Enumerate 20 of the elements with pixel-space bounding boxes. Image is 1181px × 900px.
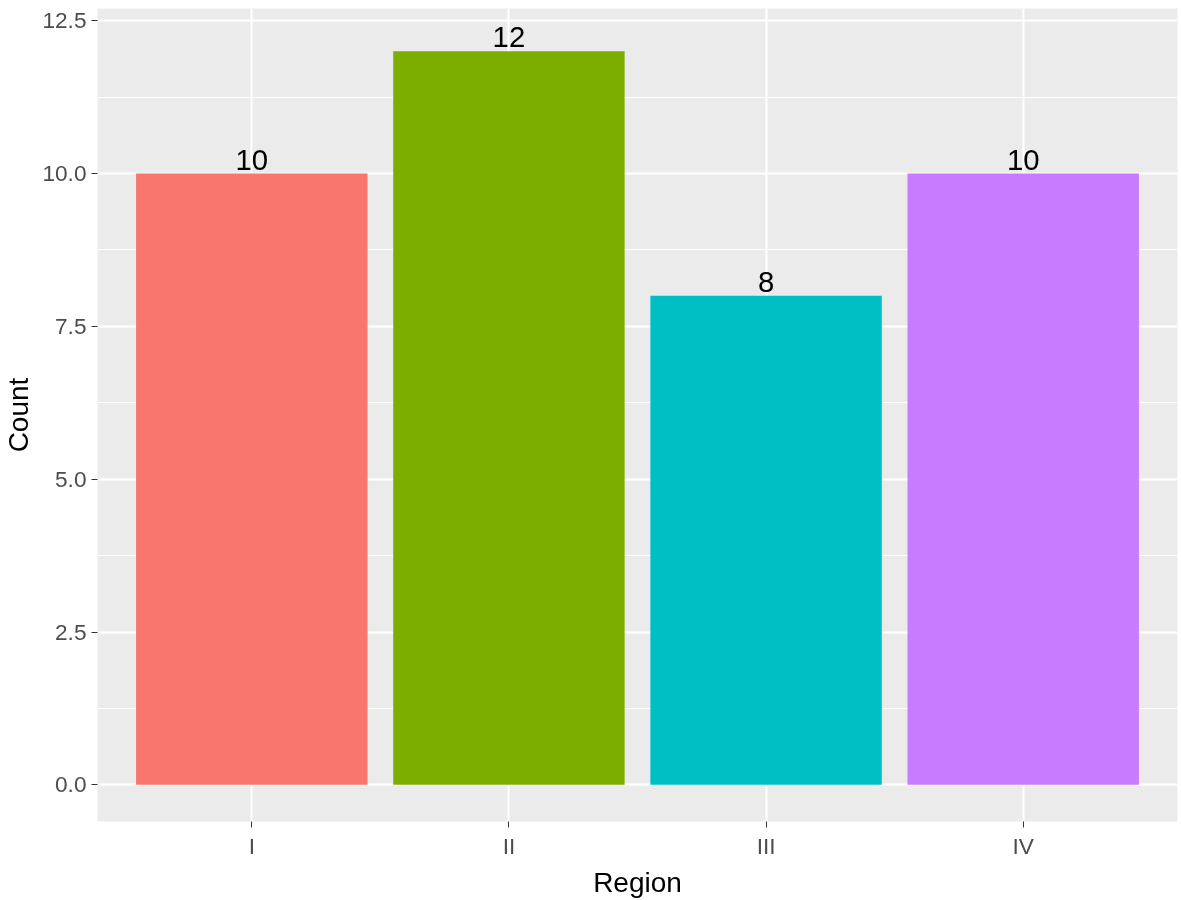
data-label: 10 bbox=[235, 142, 269, 176]
bar bbox=[650, 295, 882, 785]
y-tick-label: 10.0 bbox=[42, 160, 87, 187]
x-tick-label: IV bbox=[1012, 832, 1035, 859]
data-label: 12 bbox=[492, 20, 526, 54]
bar bbox=[136, 173, 368, 785]
data-label: 8 bbox=[757, 264, 775, 298]
x-axis-title: Region bbox=[593, 866, 682, 898]
bar bbox=[907, 173, 1139, 785]
bar bbox=[393, 51, 625, 785]
data-label: 10 bbox=[1006, 142, 1040, 176]
y-tick-label: 0.0 bbox=[55, 771, 87, 798]
y-tick-label: 7.5 bbox=[55, 312, 87, 339]
x-tick-label: III bbox=[756, 832, 776, 859]
y-tick-label: 5.0 bbox=[55, 465, 87, 492]
y-tick-label: 12.5 bbox=[42, 7, 87, 34]
x-tick-label: II bbox=[502, 832, 516, 859]
y-tick-label: 2.5 bbox=[55, 618, 87, 645]
y-axis-title: Count bbox=[3, 377, 35, 453]
x-tick-label: I bbox=[248, 832, 255, 859]
